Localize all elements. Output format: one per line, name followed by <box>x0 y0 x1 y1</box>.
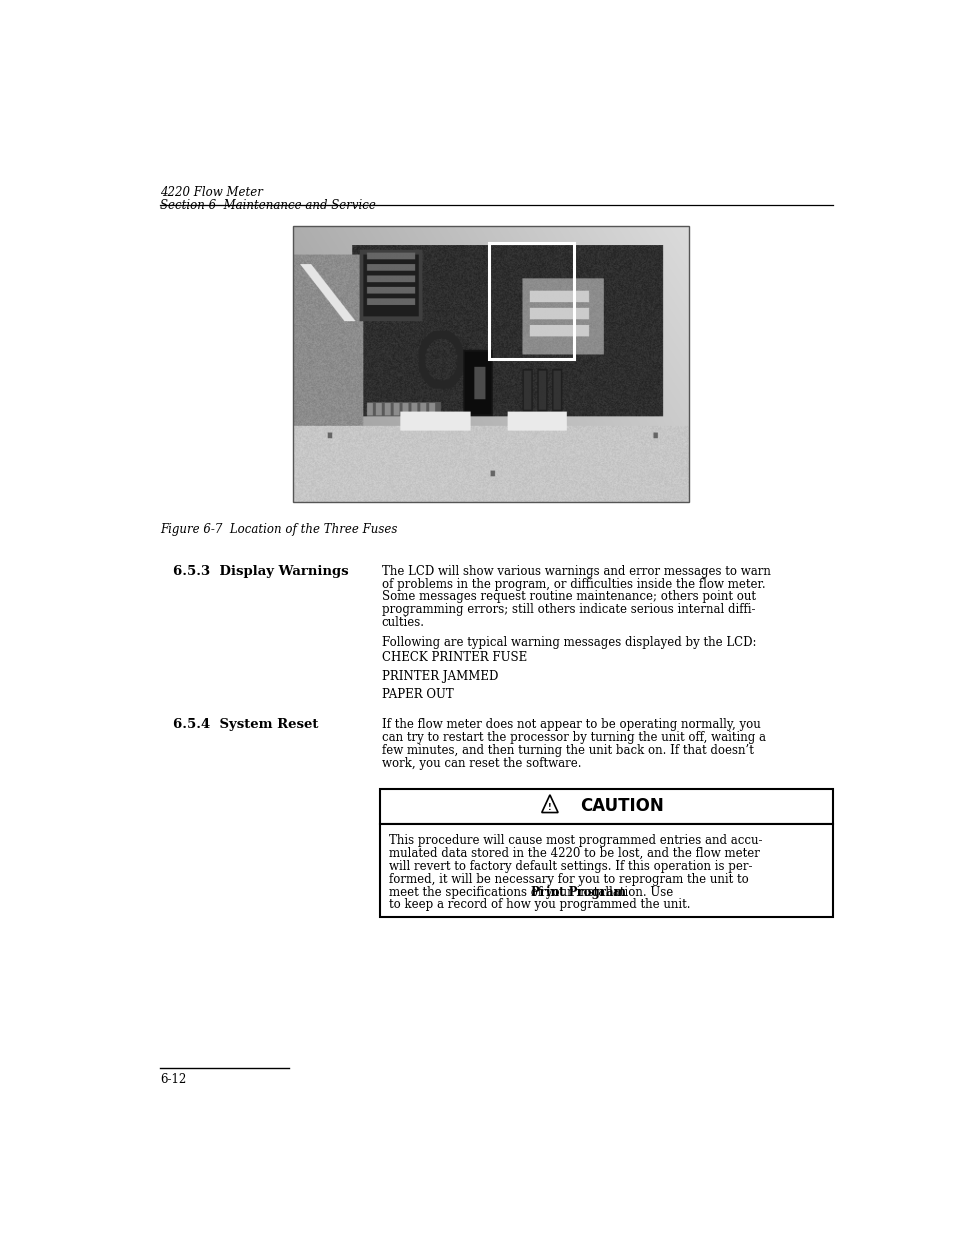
FancyBboxPatch shape <box>380 824 832 918</box>
Text: programming errors; still others indicate serious internal diffi-: programming errors; still others indicat… <box>381 603 755 616</box>
Text: Some messages request routine maintenance; others point out: Some messages request routine maintenanc… <box>381 590 755 604</box>
Text: mulated data stored in the 4220 to be lost, and the flow meter: mulated data stored in the 4220 to be lo… <box>389 847 760 860</box>
Text: Figure 6-7  Location of the Three Fuses: Figure 6-7 Location of the Three Fuses <box>160 522 396 536</box>
Text: 6.5.3  Display Warnings: 6.5.3 Display Warnings <box>173 564 349 578</box>
Text: 4220 Flow Meter: 4220 Flow Meter <box>160 186 262 199</box>
Text: CHECK PRINTER FUSE: CHECK PRINTER FUSE <box>381 651 526 664</box>
Text: If the flow meter does not appear to be operating normally, you: If the flow meter does not appear to be … <box>381 719 760 731</box>
Text: will revert to factory default settings. If this operation is per-: will revert to factory default settings.… <box>389 860 752 873</box>
Text: of problems in the program, or difficulties inside the flow meter.: of problems in the program, or difficult… <box>381 578 764 590</box>
Text: formed, it will be necessary for you to reprogram the unit to: formed, it will be necessary for you to … <box>389 873 748 885</box>
Text: can try to restart the processor by turning the unit off, waiting a: can try to restart the processor by turn… <box>381 731 765 745</box>
Text: PRINTER JAMMED: PRINTER JAMMED <box>381 669 497 683</box>
Text: Print Program: Print Program <box>531 885 626 899</box>
Text: work, you can reset the software.: work, you can reset the software. <box>381 757 580 769</box>
Text: Following are typical warning messages displayed by the LCD:: Following are typical warning messages d… <box>381 636 756 648</box>
Text: Section 6  Maintenance and Service: Section 6 Maintenance and Service <box>160 199 375 211</box>
Text: The LCD will show various warnings and error messages to warn: The LCD will show various warnings and e… <box>381 564 770 578</box>
Text: This procedure will cause most programmed entries and accu-: This procedure will cause most programme… <box>389 835 761 847</box>
FancyBboxPatch shape <box>380 789 832 824</box>
Text: few minutes, and then turning the unit back on. If that doesn’t: few minutes, and then turning the unit b… <box>381 743 753 757</box>
Text: !: ! <box>548 803 551 811</box>
Polygon shape <box>541 795 558 813</box>
Text: 6-12: 6-12 <box>160 1073 186 1087</box>
Text: to keep a record of how you programmed the unit.: to keep a record of how you programmed t… <box>389 899 690 911</box>
Text: meet the specifications of your installation. Use: meet the specifications of your installa… <box>389 885 677 899</box>
Text: 6.5.4  System Reset: 6.5.4 System Reset <box>173 719 318 731</box>
Text: CAUTION: CAUTION <box>579 798 663 815</box>
Text: culties.: culties. <box>381 616 424 629</box>
Text: PAPER OUT: PAPER OUT <box>381 688 453 701</box>
